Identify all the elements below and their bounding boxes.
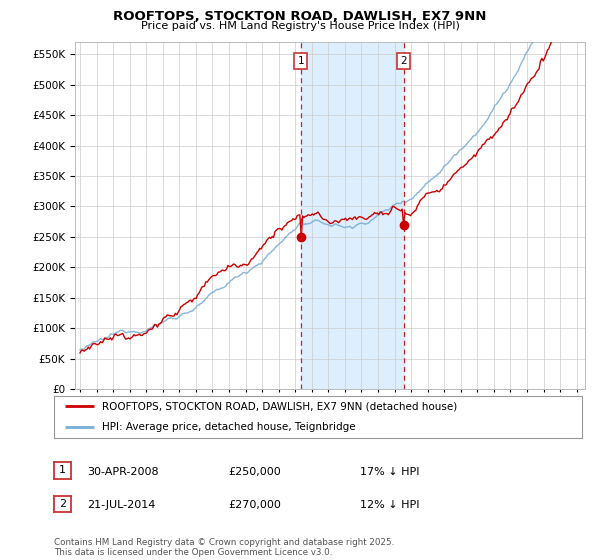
Text: £250,000: £250,000 — [228, 466, 281, 477]
Text: 21-JUL-2014: 21-JUL-2014 — [87, 500, 155, 510]
Text: 30-APR-2008: 30-APR-2008 — [87, 466, 158, 477]
Text: ROOFTOPS, STOCKTON ROAD, DAWLISH, EX7 9NN (detached house): ROOFTOPS, STOCKTON ROAD, DAWLISH, EX7 9N… — [101, 402, 457, 412]
Text: 17% ↓ HPI: 17% ↓ HPI — [360, 466, 419, 477]
Bar — [301, 42, 404, 389]
Text: ROOFTOPS, STOCKTON ROAD, DAWLISH, EX7 9NN: ROOFTOPS, STOCKTON ROAD, DAWLISH, EX7 9N… — [113, 10, 487, 23]
Text: 1: 1 — [298, 56, 304, 66]
Text: £270,000: £270,000 — [228, 500, 281, 510]
Text: 2: 2 — [400, 56, 407, 66]
Text: Price paid vs. HM Land Registry's House Price Index (HPI): Price paid vs. HM Land Registry's House … — [140, 21, 460, 31]
Text: Contains HM Land Registry data © Crown copyright and database right 2025.
This d: Contains HM Land Registry data © Crown c… — [54, 538, 394, 557]
Text: 12% ↓ HPI: 12% ↓ HPI — [360, 500, 419, 510]
Text: 1: 1 — [59, 465, 66, 475]
Text: HPI: Average price, detached house, Teignbridge: HPI: Average price, detached house, Teig… — [101, 422, 355, 432]
Text: 2: 2 — [59, 499, 66, 509]
